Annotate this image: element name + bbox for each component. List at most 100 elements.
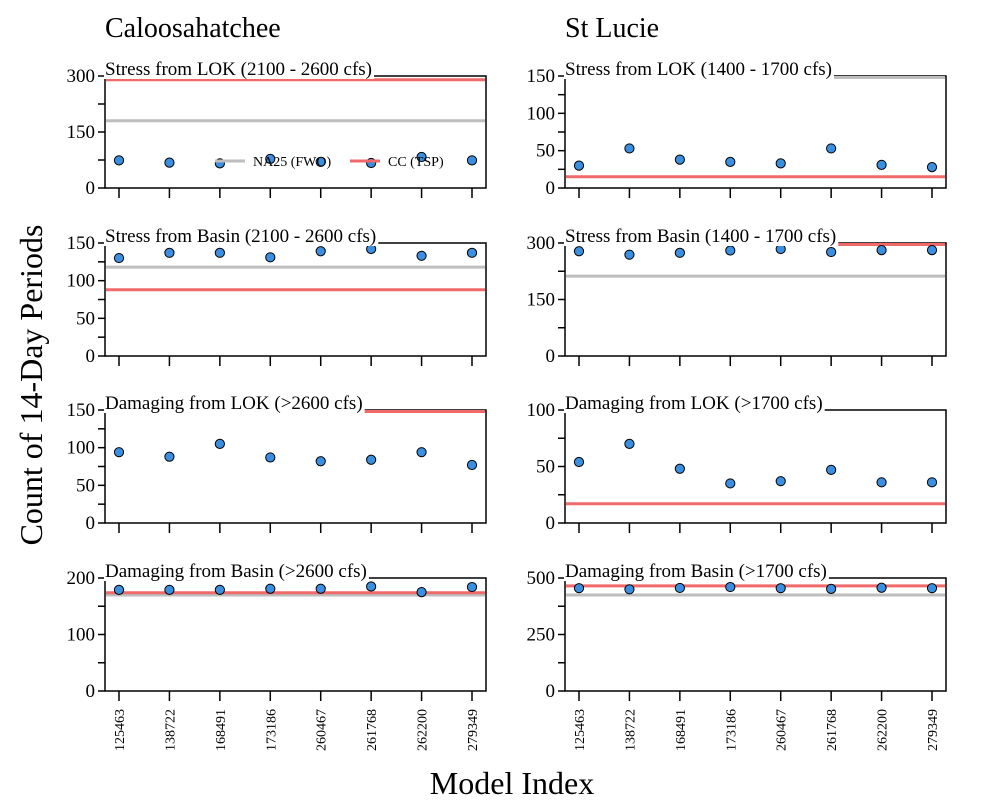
panel-title-backing (104, 228, 379, 246)
y-tick-label: 150 (67, 122, 96, 143)
data-point (674, 247, 685, 258)
data-point (725, 478, 736, 489)
data-point (926, 583, 938, 594)
y-tick-label: 0 (546, 681, 556, 702)
x-tick-label: 260467 (315, 709, 330, 751)
data-point (624, 438, 635, 449)
legend-label: NA25 (FWO) (253, 155, 331, 170)
panel-2: 0 50 100 150 Stress from LOK (1400 - 1700 cf… (527, 59, 947, 199)
y-tick-label: 300 (67, 66, 96, 87)
panel-8: 0 250 500 125463 138722 168491 173186 260467 261… (527, 561, 947, 751)
data-point (674, 154, 685, 165)
data-point (366, 454, 377, 465)
data-point (926, 161, 938, 173)
panel-title-backing (104, 395, 365, 413)
data-point (876, 582, 887, 593)
data-point (725, 245, 736, 256)
y-tick-label: 150 (67, 233, 96, 254)
data-point (416, 587, 427, 598)
data-point (164, 451, 175, 462)
x-tick-label: 261768 (365, 709, 380, 751)
data-point (775, 158, 786, 169)
data-point (573, 246, 585, 257)
legend-label: CC (TSP) (388, 155, 444, 170)
panel-5: 0 50 100 150 Damaging from LOK (>2600 cfs) (67, 393, 487, 534)
data-point (466, 155, 478, 166)
data-point (416, 447, 427, 458)
y-tick-label: 150 (67, 400, 96, 421)
panels: 0 150 300 Stress from LOK (2100 - 2600 cfs)… (67, 59, 947, 751)
panel-frame (564, 409, 947, 524)
data-point (366, 581, 377, 592)
data-point (466, 581, 478, 593)
data-point (416, 250, 427, 261)
panel-frame (564, 75, 947, 189)
data-point (775, 476, 786, 487)
y-tick-label: 500 (527, 568, 556, 589)
y-tick-label: 250 (527, 625, 556, 646)
data-point (775, 583, 786, 594)
panel-3: 0 50 100 150 Stress from Basin (2100 - 2600 … (67, 226, 487, 367)
panel-title: Damaging from Basin (>2600 cfs) (105, 561, 367, 582)
y-tick-label: 0 (546, 178, 556, 199)
data-point (113, 447, 125, 458)
panel-title-backing (564, 563, 829, 581)
data-point (113, 252, 125, 264)
data-point (876, 245, 887, 256)
data-point (164, 157, 175, 168)
x-tick-label: 262200 (416, 709, 431, 751)
y-tick-label: 50 (536, 141, 555, 162)
x-tick-label: 173186 (724, 709, 739, 751)
data-point (826, 464, 837, 475)
y-tick-label: 100 (67, 438, 96, 459)
data-point (573, 160, 585, 171)
x-tick-label: 168491 (674, 709, 689, 751)
x-tick-label: 173186 (264, 709, 279, 751)
x-tick-label: 279349 (926, 709, 941, 751)
data-point (265, 252, 276, 263)
panel-title: Stress from LOK (2100 - 2600 cfs) (105, 59, 372, 80)
y-tick-label: 200 (67, 568, 96, 589)
data-point (164, 247, 175, 258)
y-tick-label: 100 (527, 400, 556, 421)
data-point (113, 584, 125, 595)
data-point (315, 156, 326, 167)
panel-frame (104, 409, 487, 524)
data-point (826, 143, 837, 154)
data-point (466, 247, 478, 258)
data-point (826, 583, 837, 594)
panel-title-backing (104, 61, 375, 79)
legend: NA25 (FWO) CC (TSP) (215, 155, 444, 170)
y-tick-label: 0 (86, 346, 96, 367)
panel-frame (564, 242, 947, 357)
y-tick-label: 0 (86, 513, 96, 534)
data-point (926, 477, 938, 488)
y-tick-label: 100 (67, 271, 96, 292)
y-tick-label: 50 (536, 457, 555, 478)
panel-title-backing (564, 228, 839, 246)
panel-title: Damaging from Basin (>1700 cfs) (565, 561, 827, 582)
data-point (624, 143, 635, 154)
data-point (624, 584, 635, 595)
column-title-st-lucie: St Lucie (565, 13, 659, 44)
y-tick-label: 100 (67, 625, 96, 646)
panel-title-backing (564, 395, 825, 413)
panel-title-backing (564, 61, 835, 79)
panel-frame (104, 75, 487, 189)
data-point (466, 459, 478, 471)
data-point (573, 456, 585, 468)
data-point (113, 155, 125, 166)
data-point (573, 583, 585, 594)
x-axis-title: Model Index (430, 765, 594, 800)
panel-title: Damaging from LOK (>2600 cfs) (105, 393, 363, 414)
y-tick-label: 50 (76, 475, 95, 496)
panel-title: Stress from Basin (1400 - 1700 cfs) (565, 226, 836, 247)
panel-7: 0 100 200 125463 138722 168491 173186 260467 261… (67, 561, 487, 751)
data-point (926, 245, 938, 256)
panel-4: 0 150 300 Stress from Basin (1400 - 1700 cf… (527, 226, 947, 367)
data-point (265, 153, 276, 164)
x-tick-label: 125463 (573, 709, 588, 751)
data-point (315, 246, 326, 257)
data-point (876, 159, 887, 170)
